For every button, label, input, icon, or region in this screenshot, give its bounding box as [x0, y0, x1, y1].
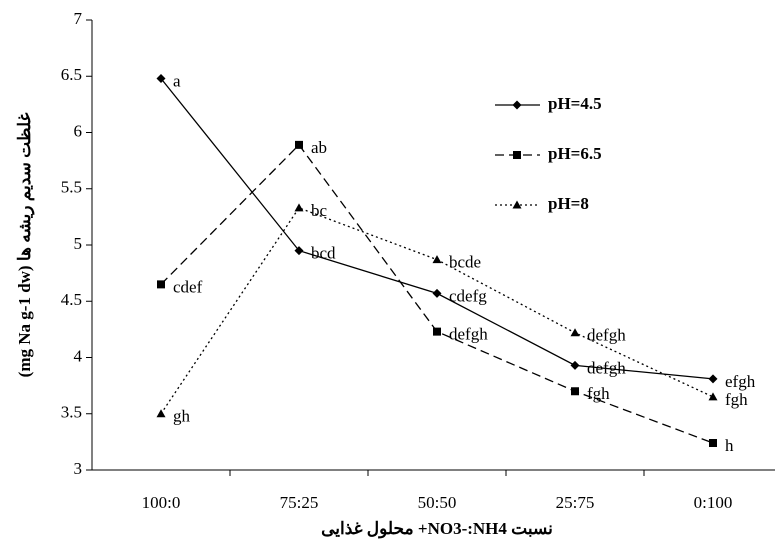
significance-letter: fgh [725, 390, 748, 409]
y-tick-label: 5.5 [61, 178, 82, 197]
series-line [160, 207, 714, 415]
y-tick-label: 7 [74, 9, 83, 28]
y-tick-label: 6 [74, 121, 83, 140]
marker [295, 140, 303, 149]
marker [156, 409, 166, 418]
significance-letter: cdefg [449, 286, 487, 305]
significance-letter: efgh [725, 372, 756, 391]
y-axis-title: غلظت سدیم ریشه ها (mg Na g-1 dw) [15, 113, 35, 378]
significance-letter: bc [311, 201, 328, 220]
marker [157, 280, 165, 289]
x-tick-label: 50:50 [418, 493, 457, 512]
marker [294, 246, 304, 256]
y-tick-label: 4 [74, 346, 83, 365]
y-tick-label: 4.5 [61, 290, 82, 309]
y-tick-label: 5 [74, 234, 83, 253]
significance-letter: a [173, 71, 181, 90]
legend-label: pH=4.5 [548, 94, 602, 113]
significance-letter: h [725, 436, 734, 455]
marker [513, 151, 521, 159]
marker [708, 374, 718, 384]
significance-letter: defgh [587, 326, 626, 345]
x-tick-label: 25:75 [556, 493, 595, 512]
significance-letter: cdef [173, 277, 203, 296]
marker [708, 392, 718, 401]
x-tick-label: 75:25 [280, 493, 319, 512]
marker [570, 360, 580, 370]
legend-label: pH=6.5 [548, 144, 602, 163]
marker [156, 74, 166, 83]
y-tick-label: 3 [74, 459, 83, 478]
significance-letter: ab [311, 138, 327, 157]
marker [433, 327, 441, 336]
x-axis-title: نسبت NO3-:NH4+ محلول غذایی [321, 519, 553, 539]
legend-label: pH=8 [548, 194, 589, 213]
significance-letter: bcd [311, 244, 336, 263]
marker [512, 200, 522, 209]
y-tick-label: 6.5 [61, 65, 82, 84]
marker [432, 288, 442, 298]
marker [432, 255, 442, 264]
significance-letter: bcde [449, 253, 481, 272]
significance-letter: defgh [449, 325, 488, 344]
significance-letter: defgh [587, 358, 626, 377]
marker [571, 387, 579, 396]
marker [512, 100, 522, 110]
marker [709, 439, 717, 447]
y-tick-label: 3.5 [61, 403, 82, 422]
significance-letter: gh [173, 407, 191, 426]
significance-letter: fgh [587, 384, 610, 403]
marker [294, 203, 304, 212]
x-tick-label: 100:0 [142, 493, 181, 512]
x-tick-label: 0:100 [694, 493, 733, 512]
marker [570, 328, 580, 337]
